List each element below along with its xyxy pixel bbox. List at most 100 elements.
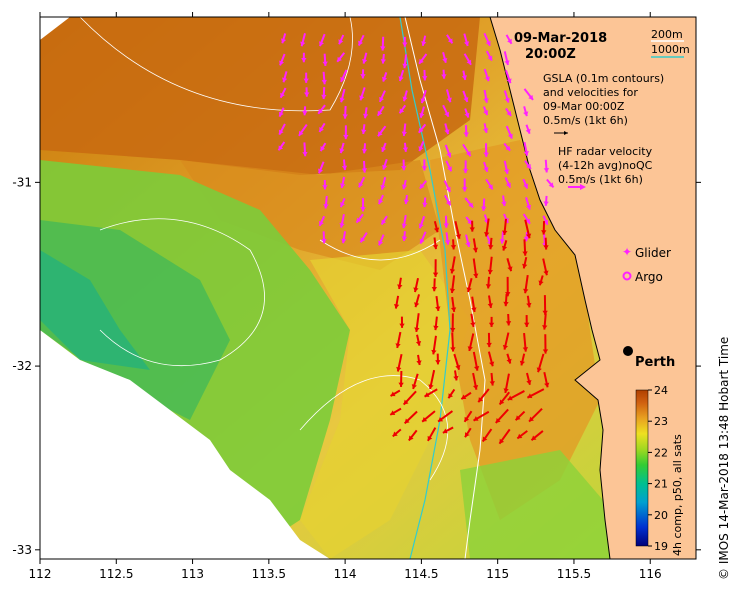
colorbar-tick-label: 20	[654, 509, 668, 522]
gsla-arrow	[339, 176, 346, 189]
hf-arrow	[505, 313, 512, 326]
warm-water-region	[40, 17, 480, 175]
gsla-arrow	[543, 159, 550, 173]
hf-arrow	[414, 294, 420, 308]
hf-arrow	[530, 430, 544, 441]
hf-arrow	[528, 407, 543, 423]
gsla-arrow	[483, 143, 489, 157]
gsla-arrow	[322, 180, 328, 190]
hf-arrow	[542, 334, 549, 354]
hf-arrow	[522, 332, 529, 352]
gsla-arrow	[322, 53, 328, 66]
hf-arrow	[488, 316, 495, 327]
depth-legend-1000m: 1000m	[651, 43, 690, 56]
gsla-arrow	[505, 107, 512, 117]
hf-arrow	[447, 388, 456, 399]
gsla-arrow	[523, 231, 530, 242]
colorbar-tick-label: 22	[654, 446, 668, 459]
gsla-arrow	[380, 176, 387, 190]
gsla-arrow	[303, 72, 309, 83]
city-label: Perth	[635, 355, 675, 370]
hf-arrow	[489, 372, 495, 386]
gsla-arrow	[483, 89, 489, 103]
x-tick-label: 112.5	[99, 567, 133, 581]
gsla-arrow	[503, 90, 510, 103]
argo-icon	[622, 271, 632, 281]
hf-arrow	[519, 353, 526, 366]
gsla-arrow	[525, 197, 532, 210]
gsla-arrow	[464, 108, 470, 118]
x-axis: 112 112.5 113 113.5 114 114.5 115 115.5 116	[29, 12, 662, 581]
gsla-arrow	[304, 87, 310, 97]
y-tick-label: -31	[12, 175, 32, 189]
hf-arrow	[522, 239, 528, 256]
hf-arrow	[498, 428, 511, 445]
glider-label: Glider	[635, 246, 671, 260]
x-tick-label: 113	[181, 567, 204, 581]
hf-arrow	[449, 256, 456, 274]
hf-arrow	[390, 389, 401, 397]
gsla-arrow	[403, 194, 409, 205]
x-tick-label: 114	[334, 567, 357, 581]
gsla-arrow	[402, 54, 408, 69]
gsla-arrow	[340, 69, 348, 83]
hf-arrow	[437, 410, 454, 423]
gsla-legend-line4: 0.5m/s (1kt 6h)	[543, 114, 628, 127]
gsla-arrow	[418, 140, 425, 152]
gsla-legend-line2: and velocities for	[543, 86, 638, 99]
gsla-arrow	[419, 231, 427, 245]
gsla-arrow	[382, 159, 388, 170]
gsla-arrow	[278, 107, 285, 118]
gsla-arrow	[401, 159, 407, 171]
x-tick-label: 116	[639, 567, 662, 581]
hf-arrow	[450, 332, 456, 352]
gsla-arrow	[339, 214, 345, 228]
gsla-arrow	[319, 142, 327, 152]
hf-arrow	[424, 388, 438, 398]
gsla-arrow	[463, 33, 470, 47]
gsla-arrow	[465, 234, 471, 248]
gsla-arrow	[318, 215, 326, 227]
hf-arrow	[431, 335, 437, 355]
gsla-arrow	[503, 160, 510, 175]
hf-arrow	[523, 274, 529, 294]
gsla-arrow	[418, 215, 426, 229]
gsla-arrow	[279, 87, 287, 99]
hf-arrow	[524, 219, 532, 239]
hf-arrow	[449, 275, 456, 294]
hf-arrow	[526, 295, 532, 308]
gsla-arrow	[321, 231, 327, 244]
gsla-arrow	[523, 88, 534, 101]
gsla-arrow	[360, 197, 366, 212]
hf-arrow	[472, 258, 479, 279]
hf-arrow	[398, 370, 404, 387]
y-tick-label: -33	[12, 543, 32, 557]
hf-arrow	[472, 238, 479, 253]
gsla-arrow	[318, 161, 325, 174]
hf-arrow	[506, 353, 512, 364]
map-area	[40, 17, 696, 559]
hf-arrow	[402, 390, 417, 406]
hf-arrow	[414, 313, 420, 333]
hf-arrow	[543, 237, 549, 250]
gsla-arrow	[546, 178, 555, 188]
gsla-arrow	[443, 180, 451, 193]
gsla-arrow	[338, 34, 345, 45]
hf-arrow	[428, 369, 436, 390]
hf-arrow	[435, 296, 441, 312]
gsla-arrow	[339, 88, 346, 103]
hf-arrow	[421, 410, 436, 423]
colorbar-title: 4h comp, p50, all sats	[671, 434, 684, 556]
gsla-arrow	[501, 195, 507, 207]
gsla-arrow	[543, 195, 549, 206]
hf-arrow	[522, 256, 528, 269]
gsla-arrow	[505, 125, 513, 139]
hf-arrow	[395, 331, 402, 349]
gsla-arrow	[339, 197, 346, 208]
hf-arrow	[502, 218, 508, 236]
gsla-arrow	[321, 71, 327, 85]
contour-1000m	[399, 17, 451, 559]
gsla-arrow	[422, 69, 428, 81]
hf-arrow	[477, 388, 490, 403]
